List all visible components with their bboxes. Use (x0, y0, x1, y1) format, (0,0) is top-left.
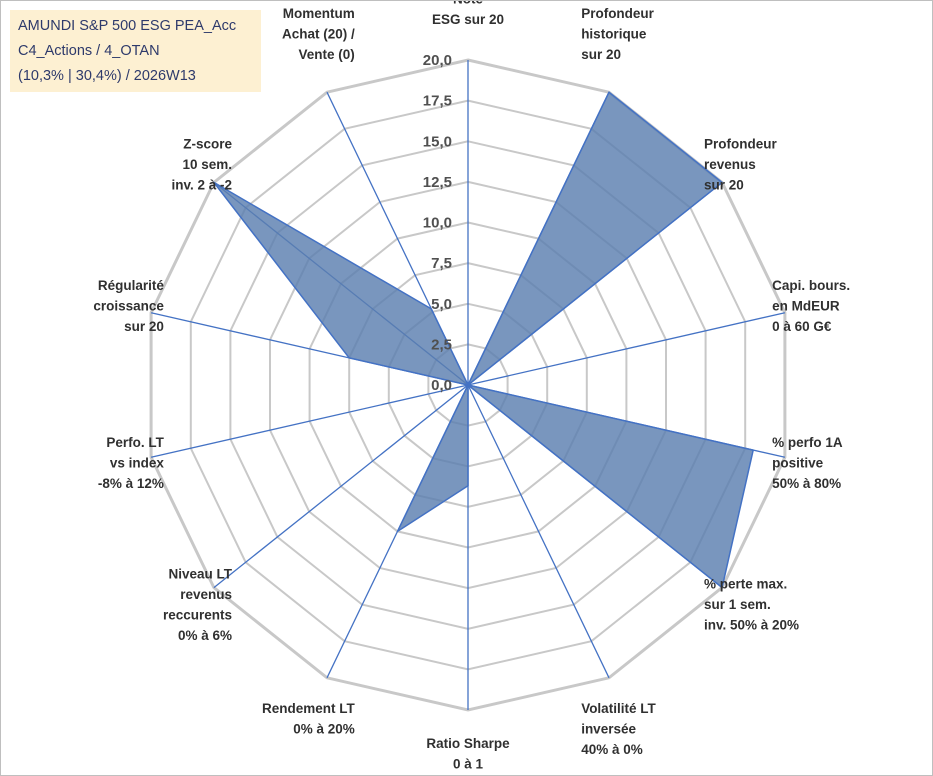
axis-label-line: % perfo 1A (772, 435, 843, 450)
axis-label-line: 0% à 20% (293, 722, 355, 737)
axis-label-line: inv. 2 à -2 (171, 177, 232, 192)
axis-label-line: sur 20 (704, 177, 744, 192)
axis-label-line: 0% à 6% (178, 628, 232, 643)
axis-label-6: % perte max. sur 1 sem. inv. 50% à 20% (704, 577, 799, 633)
axis-label-line: Profondeur (581, 6, 654, 21)
axis-label-line: sur 1 sem. (704, 597, 771, 612)
tick-label: 17,5 (423, 93, 452, 110)
axis-label-line: 0 à 1 (453, 757, 484, 772)
tick-label: 10,0 (423, 215, 452, 232)
axis-label-line: positive (772, 456, 824, 471)
axis-label-13: Z-score 10 sem. inv. 2 à -2 (171, 136, 232, 192)
axis-label-4: Capi. bours. en MdEUR 0 à 60 G€ (772, 278, 850, 334)
axis-label-line: Perfo. LT (106, 435, 164, 450)
axis-label-line: Niveau LT (168, 566, 232, 581)
axis-label-line: Rendement LT (262, 701, 356, 716)
tick-label: 20,0 (423, 52, 452, 69)
tick-label: 15,0 (423, 133, 452, 150)
tick-label: 12,5 (423, 174, 452, 191)
axis-label-line: Achat (20) / (282, 27, 355, 42)
axis-label-10: Niveau LT revenus reccurents 0% à 6% (163, 566, 233, 643)
axis-label-line: en MdEUR (772, 299, 840, 314)
axis-label-line: 40% à 0% (581, 742, 643, 757)
axis-spoke-7 (467, 384, 610, 679)
axis-label-line: inv. 50% à 20% (704, 618, 799, 633)
tick-label: 2,5 (431, 336, 452, 353)
axis-label-2: Profondeur historique sur 20 (581, 6, 654, 62)
axis-label-14: Momentum Achat (20) / Vente (0) (282, 6, 355, 62)
radial-tick-labels: 0,0 2,5 5,0 7,5 10,0 12,5 15,0 17,5 20,0 (423, 52, 452, 394)
axis-label-8: Ratio Sharpe 0 à 1 (426, 736, 510, 772)
axis-label-line: Z-score (183, 136, 232, 151)
axis-label-line: croissance (93, 299, 164, 314)
axis-label-line: Volatilité LT (581, 701, 656, 716)
title-category: C4_Actions / 4_OTAN (18, 43, 160, 59)
axis-label-line: historique (581, 27, 647, 42)
series-polygon (213, 91, 754, 589)
tick-label: 5,0 (431, 296, 452, 313)
axis-label-line: sur 20 (581, 47, 621, 62)
axis-label-line: Note (453, 1, 483, 7)
axis-spoke-4 (467, 312, 786, 386)
axis-label-line: % perte max. (704, 577, 787, 592)
axis-label-11: Perfo. LT vs index -8% à 12% (98, 435, 165, 491)
axis-label-line: revenus (704, 157, 756, 172)
axis-label-7: Volatilité LT inversée 40% à 0% (581, 701, 656, 757)
axis-spoke-10 (213, 384, 469, 589)
axis-label-line: Capi. bours. (772, 278, 850, 293)
axis-label-9: Rendement LT 0% à 20% (262, 701, 356, 737)
chart-title-box: AMUNDI S&P 500 ESG PEA_Acc C4_Actions / … (10, 10, 261, 92)
axis-label-line: vs index (110, 456, 165, 471)
axis-label-line: Vente (0) (299, 47, 355, 62)
axis-label-line: revenus (180, 587, 232, 602)
axis-label-line: -8% à 12% (98, 476, 164, 491)
axis-label-line: reccurents (163, 607, 232, 622)
axis-label-5: % perfo 1A positive 50% à 80% (772, 435, 843, 491)
axis-label-line: inversée (581, 722, 636, 737)
axis-label-line: sur 20 (124, 319, 164, 334)
title-fund-name: AMUNDI S&P 500 ESG PEA_Acc (18, 18, 237, 34)
axis-label-12: Régularité croissance sur 20 (93, 278, 164, 334)
axis-spoke-11 (150, 384, 469, 458)
series-area (213, 91, 754, 589)
axis-label-line: 0 à 60 G€ (772, 319, 832, 334)
axis-label-1: Note ESG sur 20 (432, 1, 504, 27)
axis-label-line: 10 sem. (182, 157, 232, 172)
tick-label: 7,5 (431, 255, 452, 272)
title-stats-week: (10,3% | 30,4%) / 2026W13 (18, 68, 196, 84)
axis-label-line: Ratio Sharpe (426, 736, 510, 751)
tick-label: 0,0 (431, 377, 452, 394)
axis-label-line: ESG sur 20 (432, 12, 504, 27)
axis-label-3: Profondeur revenus sur 20 (704, 136, 777, 192)
axis-label-line: 50% à 80% (772, 476, 841, 491)
axis-label-line: Momentum (283, 6, 355, 21)
axis-labels: Note ESG sur 20 Profondeur historique sur 20… (93, 1, 850, 772)
axis-label-line: Régularité (98, 278, 165, 293)
axis-label-line: Profondeur (704, 136, 777, 151)
